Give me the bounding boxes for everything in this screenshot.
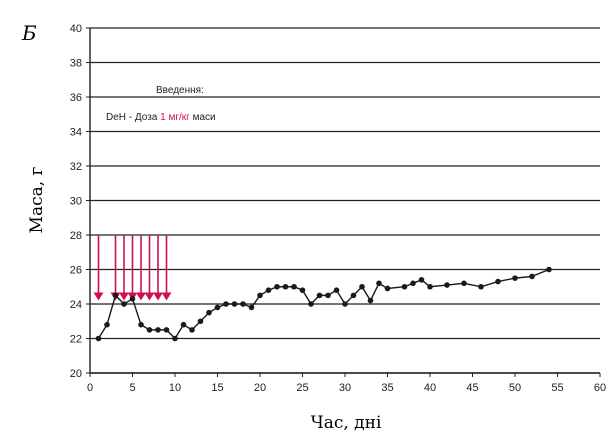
x-tick-label-5: 5 (129, 382, 135, 394)
data-point-45 (546, 266, 552, 273)
y-tick-label-22: 22 (70, 334, 82, 346)
y-tick-label-40: 40 (70, 23, 82, 35)
data-point-41 (478, 283, 484, 290)
y-tick-label-36: 36 (70, 92, 82, 104)
data-point-20 (265, 287, 272, 294)
dose-markers (93, 235, 172, 301)
data-point-36 (410, 280, 416, 287)
y-tick-label-28: 28 (70, 230, 82, 242)
x-tick-label-45: 45 (466, 382, 478, 394)
y-tick-label-24: 24 (70, 299, 82, 311)
annotation-suffix: маси (193, 112, 216, 123)
x-tick-label-15: 15 (211, 382, 223, 394)
data-point-44 (529, 273, 535, 280)
data-point-3 (121, 301, 127, 307)
data-point-21 (274, 283, 280, 290)
data-point-5 (138, 321, 144, 328)
data-point-26 (316, 292, 323, 299)
data-point-43 (512, 275, 518, 281)
data-point-17 (240, 301, 246, 307)
annotation-line: DeH - Доза 1 мг/кг маси (106, 112, 216, 123)
data-point-39 (444, 282, 450, 288)
data-point-29 (342, 301, 348, 307)
data-point-19 (257, 292, 263, 299)
data-point-42 (495, 278, 501, 285)
y-ticks: 20 22 24 26 28 30 32 34 36 38 40 (70, 23, 90, 380)
dose-marker-head-7 (161, 292, 172, 301)
x-tick-label-60: 60 (594, 382, 606, 394)
data-point-13 (206, 309, 212, 316)
data-point-22 (282, 283, 289, 290)
dose-marker-head-5 (144, 292, 155, 301)
data-point-1 (104, 321, 110, 328)
data-point-2 (112, 292, 119, 299)
data-point-14 (214, 304, 221, 311)
data-point-27 (325, 292, 331, 299)
data-point-8 (163, 327, 170, 333)
data-point-15 (223, 301, 229, 307)
data-point-16 (231, 301, 238, 307)
data-point-18 (248, 304, 255, 311)
data-point-34 (384, 285, 391, 292)
series-line-0 (97, 268, 550, 340)
dose-marker-head-0 (93, 292, 104, 301)
data-point-40 (461, 280, 467, 287)
y-tick-label-20: 20 (70, 368, 82, 380)
x-tick-label-40: 40 (424, 382, 436, 394)
grid (90, 27, 600, 374)
data-point-24 (299, 287, 306, 294)
y-tick-label-34: 34 (70, 127, 82, 139)
annotation: Введення: DeH - Доза 1 мг/кг маси (106, 85, 216, 123)
data-point-32 (367, 297, 374, 304)
y-tick-label-38: 38 (70, 58, 82, 70)
data-point-28 (333, 287, 340, 294)
data-point-9 (172, 335, 178, 342)
data-point-35 (401, 283, 408, 290)
x-tick-label-20: 20 (254, 382, 266, 394)
data-point-33 (376, 280, 382, 287)
x-axis-title: Час, дні (311, 413, 382, 433)
data-point-12 (197, 318, 204, 325)
annotation-title: Введення: (156, 85, 204, 96)
y-tick-label-26: 26 (70, 265, 82, 277)
x-tick-label-50: 50 (509, 382, 521, 394)
dose-marker-head-2 (119, 292, 129, 301)
data-point-7 (155, 327, 161, 333)
data-point-37 (418, 277, 425, 283)
data-point-30 (350, 292, 357, 299)
data-point-4 (129, 296, 136, 302)
annotation-prefix: DeH - Доза (106, 112, 158, 123)
series (95, 266, 552, 342)
dose-marker-head-4 (136, 292, 146, 301)
x-tick-label-0: 0 (87, 382, 93, 394)
y-tick-label-32: 32 (70, 161, 82, 173)
x-ticks: 0 5 10 15 20 25 30 35 40 45 50 55 60 (87, 373, 606, 394)
x-tick-label-35: 35 (381, 382, 393, 394)
annotation-dose: 1 мг/кг (160, 112, 190, 123)
y-axis-title: Маса, г (27, 166, 47, 233)
data-point-25 (308, 301, 314, 307)
data-point-0 (95, 335, 102, 342)
data-point-11 (189, 327, 195, 333)
x-tick-label-55: 55 (551, 382, 563, 394)
data-point-38 (427, 283, 433, 290)
x-tick-label-10: 10 (169, 382, 181, 394)
panel-letter: Б (21, 21, 37, 45)
x-tick-label-25: 25 (296, 382, 308, 394)
data-point-31 (359, 283, 365, 290)
data-point-10 (180, 321, 187, 328)
data-point-6 (146, 327, 153, 333)
x-tick-label-30: 30 (339, 382, 351, 394)
y-tick-label-30: 30 (70, 196, 82, 208)
dose-marker-head-6 (153, 292, 163, 301)
data-point-23 (291, 283, 297, 290)
